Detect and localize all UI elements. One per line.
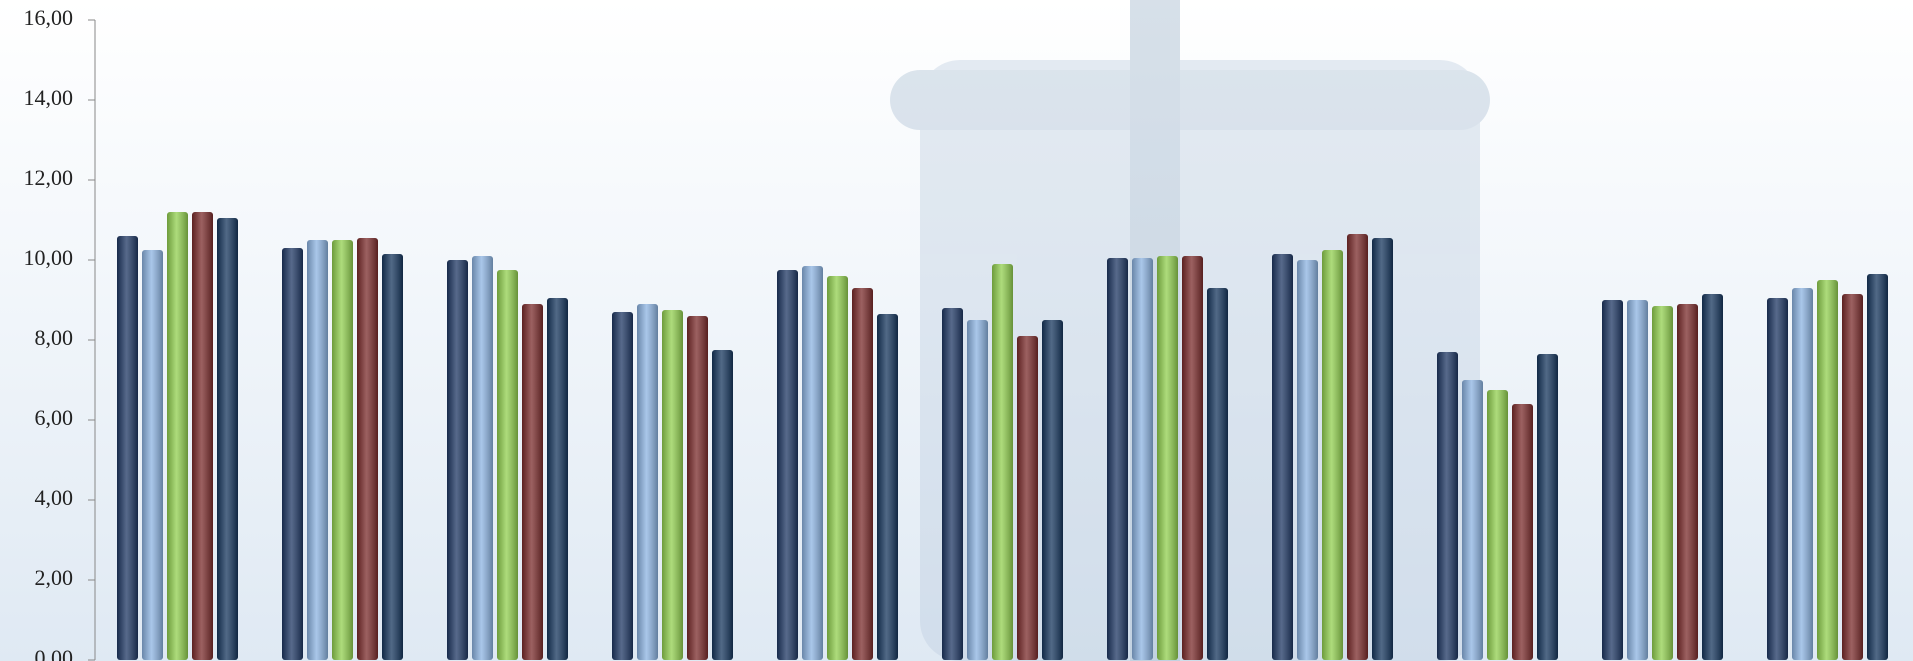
- bar-shine: [1767, 298, 1788, 660]
- bar-shine: [522, 304, 543, 660]
- y-tick-label: 8,00: [35, 325, 74, 350]
- bar-shine: [217, 218, 238, 660]
- y-tick-label: 2,00: [35, 565, 74, 590]
- y-tick-label: 0,00: [35, 645, 74, 661]
- bar-shine: [712, 350, 733, 660]
- bar-shine: [192, 212, 213, 660]
- bar-shine: [1537, 354, 1558, 660]
- bar-shine: [1042, 320, 1063, 660]
- bar-shine: [382, 254, 403, 660]
- bar-shine: [827, 276, 848, 660]
- bar-shine: [447, 260, 468, 660]
- bar-shine: [497, 270, 518, 660]
- bar-shine: [1867, 274, 1888, 660]
- bar-shine: [1107, 258, 1128, 660]
- y-tick-label: 10,00: [24, 245, 74, 270]
- bar-shine: [612, 312, 633, 660]
- bar-shine: [1297, 260, 1318, 660]
- bar-shine: [1462, 380, 1483, 660]
- bar-shine: [1207, 288, 1228, 660]
- bar-shine: [142, 250, 163, 660]
- bar-shine: [852, 288, 873, 660]
- bar-shine: [1602, 300, 1623, 660]
- bar-shine: [1182, 256, 1203, 660]
- bar-shine: [777, 270, 798, 660]
- bar-shine: [117, 236, 138, 660]
- bar-shine: [282, 248, 303, 660]
- bar-shine: [637, 304, 658, 660]
- bar-shine: [802, 266, 823, 660]
- bar-shine: [1512, 404, 1533, 660]
- bar-shine: [1842, 294, 1863, 660]
- bar-shine: [332, 240, 353, 660]
- bar-shine: [1677, 304, 1698, 660]
- bar-shine: [942, 308, 963, 660]
- bar-shine: [1322, 250, 1343, 660]
- bar-shine: [307, 240, 328, 660]
- y-tick-label: 6,00: [35, 405, 74, 430]
- bar-shine: [1157, 256, 1178, 660]
- y-tick-label: 14,00: [24, 85, 74, 110]
- bar-shine: [357, 238, 378, 660]
- bar-shine: [1017, 336, 1038, 660]
- bar-shine: [472, 256, 493, 660]
- bar-shine: [1272, 254, 1293, 660]
- bar-shine: [1487, 390, 1508, 660]
- bar-shine: [1347, 234, 1368, 660]
- bar-shine: [992, 264, 1013, 660]
- bar-shine: [662, 310, 683, 660]
- bar-shine: [1817, 280, 1838, 660]
- bar-shine: [167, 212, 188, 660]
- bar-shine: [547, 298, 568, 660]
- bar-shine: [877, 314, 898, 660]
- bar-shine: [1372, 238, 1393, 660]
- bar-shine: [1702, 294, 1723, 660]
- bar-shine: [1132, 258, 1153, 660]
- bar-shine: [1627, 300, 1648, 660]
- y-tick-label: 12,00: [24, 165, 74, 190]
- y-tick-label: 16,00: [24, 5, 74, 30]
- bar-shine: [1437, 352, 1458, 660]
- bar-shine: [1652, 306, 1673, 660]
- bar-shine: [687, 316, 708, 660]
- bar-shine: [967, 320, 988, 660]
- y-tick-label: 4,00: [35, 485, 74, 510]
- bar-shine: [1792, 288, 1813, 660]
